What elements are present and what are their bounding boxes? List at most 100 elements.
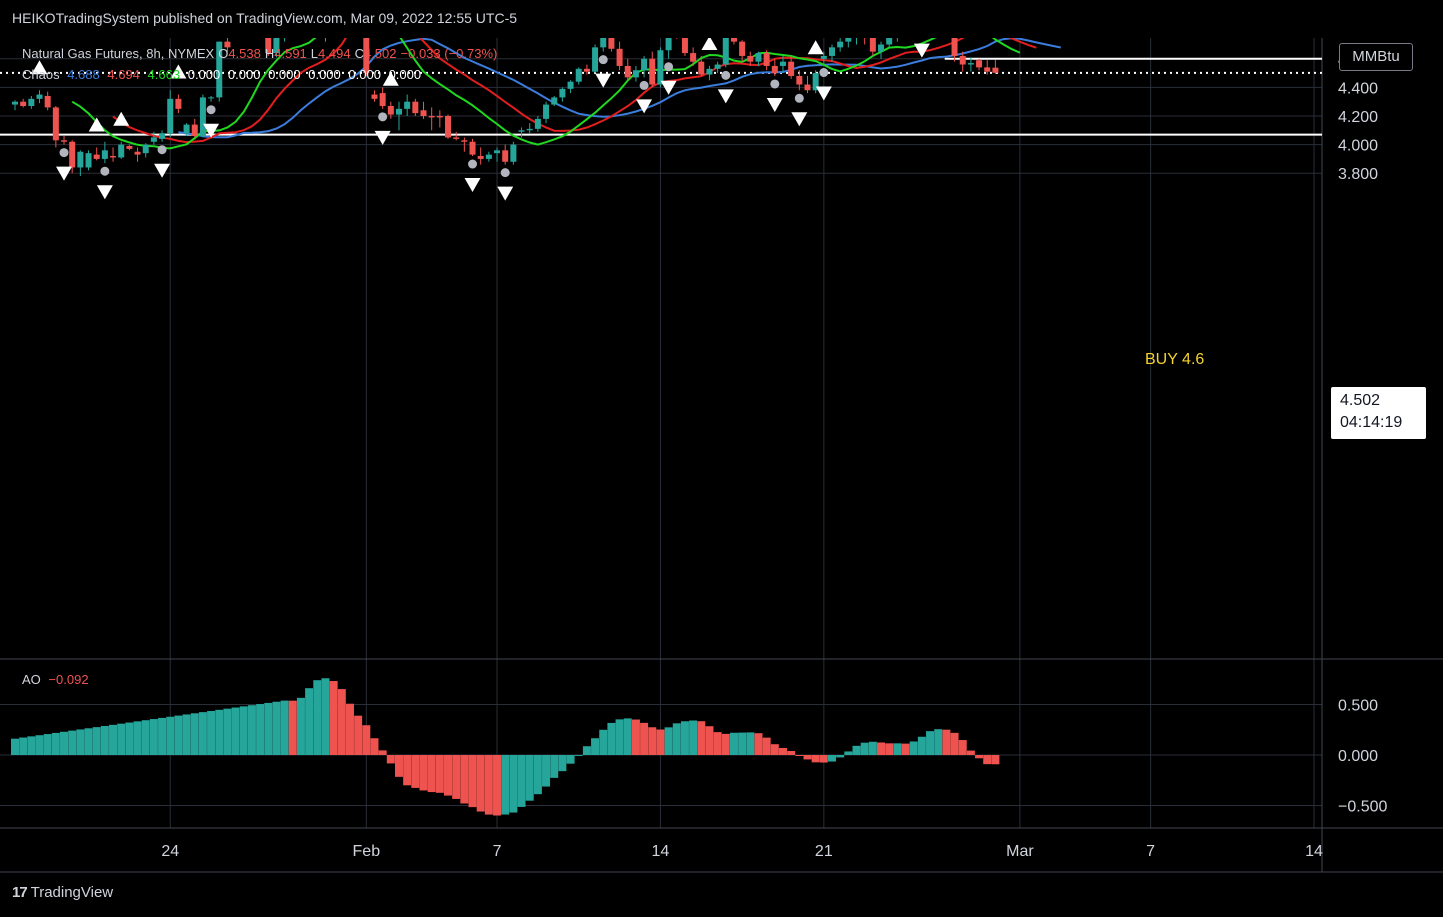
- ao-bar: [27, 736, 36, 755]
- candle-body: [608, 35, 615, 49]
- candle-body: [167, 98, 174, 134]
- buy-label: BUY 4.6: [1145, 351, 1204, 368]
- chaos-value-4: 0.000: [187, 67, 221, 82]
- tradingview-mark-icon: 17: [12, 884, 28, 901]
- fractal-down-marker: [56, 166, 73, 181]
- candle-body: [534, 118, 541, 129]
- ao-bar: [844, 751, 853, 755]
- candle-body: [265, 25, 272, 54]
- ao-bar: [877, 742, 886, 755]
- time-tick-label: 24: [161, 843, 179, 860]
- fractal-down-marker: [636, 99, 653, 114]
- candle-body: [543, 104, 550, 119]
- ao-bar: [141, 720, 150, 755]
- candle-body: [77, 151, 84, 168]
- candle-body: [641, 58, 648, 71]
- fractal-dot: [770, 79, 780, 89]
- ao-bar: [533, 755, 542, 795]
- ao-bar: [435, 755, 444, 793]
- tradingview-logo[interactable]: 17 TradingView: [12, 884, 113, 901]
- candle-body: [779, 61, 786, 66]
- last-price: 4.502: [1340, 392, 1381, 409]
- chaos-green-value: 4.663: [147, 67, 181, 82]
- candle-body: [363, 30, 370, 74]
- last-price-label: 4.502 04:14:19: [1331, 387, 1426, 439]
- fractal-dot: [639, 80, 649, 90]
- ao-bar: [713, 732, 722, 755]
- candle-body: [428, 116, 435, 118]
- candle-body: [518, 130, 525, 132]
- candle-body: [477, 156, 484, 159]
- candle-body: [510, 144, 517, 162]
- candle-body: [788, 61, 795, 76]
- ao-bar: [868, 741, 877, 755]
- ao-bar: [991, 755, 1000, 765]
- ao-bar: [313, 680, 322, 755]
- ao-bar: [198, 712, 207, 755]
- fractal-up-marker: [88, 117, 105, 132]
- chaos-blue-value: 4.688: [67, 67, 100, 82]
- ao-bar: [476, 755, 485, 812]
- ao-bar: [803, 755, 812, 760]
- symbol-title: Natural Gas Futures, 8h, NYMEX: [22, 46, 215, 61]
- ao-bar: [411, 755, 420, 788]
- candle-body: [583, 68, 590, 72]
- candle-body: [36, 94, 43, 99]
- ao-bar: [68, 730, 77, 755]
- fractal-dot: [468, 159, 478, 169]
- time-tick-label: 21: [815, 843, 833, 860]
- candle-body: [61, 140, 68, 142]
- chaos-lines: [71, 0, 1061, 150]
- candle-body: [159, 133, 166, 139]
- ao-bar: [852, 745, 861, 755]
- ohlc-low: L4.494: [310, 46, 351, 61]
- ao-bar: [950, 732, 959, 755]
- candle-body: [616, 48, 623, 66]
- ao-bar: [468, 755, 477, 808]
- ao-bar: [729, 732, 738, 755]
- ao-bar: [917, 736, 926, 755]
- ao-bar: [656, 729, 665, 755]
- ao-bar: [958, 740, 967, 755]
- ao-bar: [975, 755, 984, 759]
- chaos-value-8: 0.000: [348, 67, 381, 82]
- ao-bar: [84, 728, 93, 755]
- time-axis-labels: 24 Feb 7 14 21 Mar 7 14: [161, 843, 1323, 860]
- candle-body: [224, 41, 231, 48]
- candle-body: [208, 97, 215, 99]
- candle-body: [494, 150, 501, 154]
- chaos-legend: Chaos 4.688 4.694 4.663 0.000 0.000 0.00…: [22, 67, 425, 82]
- candle-body: [567, 81, 574, 89]
- ao-bar: [697, 721, 706, 755]
- ao-bar: [60, 731, 69, 755]
- candle-body: [420, 110, 427, 116]
- ao-bar: [525, 755, 534, 801]
- candle-body: [592, 47, 599, 72]
- ao-bar: [811, 755, 820, 763]
- fractal-dot: [378, 112, 388, 122]
- candle-body: [199, 97, 206, 137]
- ao-bar: [337, 689, 346, 755]
- candle-body: [771, 65, 778, 74]
- ao-bar: [819, 755, 828, 763]
- fractal-dot: [157, 145, 167, 155]
- ao-bar: [787, 750, 796, 755]
- chaos-red-value: 4.694: [107, 67, 140, 82]
- unit-button[interactable]: MMBtu: [1339, 43, 1413, 71]
- fractal-down-marker: [497, 186, 514, 201]
- candle-body: [371, 94, 378, 99]
- candle-body: [812, 73, 819, 91]
- candle-body: [85, 153, 92, 168]
- candle-body: [551, 97, 558, 105]
- ao-bar: [239, 706, 248, 755]
- ao-bar: [680, 721, 689, 755]
- fractal-dot: [721, 70, 731, 80]
- ao-legend: AO −0.092: [22, 672, 93, 687]
- candle-body: [110, 156, 117, 158]
- fractal-dot: [59, 148, 69, 158]
- candle-body: [739, 41, 746, 56]
- candle-body: [951, 33, 958, 56]
- ao-bar: [452, 755, 461, 799]
- ao-bar: [272, 701, 281, 755]
